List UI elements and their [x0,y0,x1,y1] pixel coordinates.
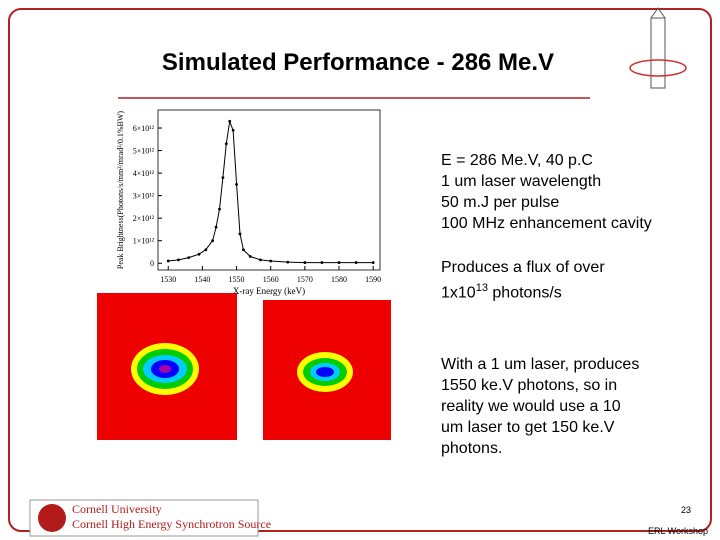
data-point [224,142,228,146]
data-point [231,128,235,132]
data-point [371,261,375,264]
text-line: photons. [441,440,503,457]
x-tick-label: 1570 [297,275,313,284]
flux-exponent: 13 [475,282,488,294]
text-block: Produces a flux of over 1x1013 photons/s [441,257,605,303]
text-line: um laser to get 150 ke.V [441,419,615,436]
text-line: 1 um laser wavelength [441,173,602,190]
data-point [218,207,221,211]
x-tick-label: 1530 [160,275,176,284]
y-tick-label: 6×10¹² [133,124,155,133]
data-point [187,256,191,260]
data-point [286,260,290,264]
data-point [259,258,262,262]
data-point [221,176,225,180]
text-block: With a 1 um laser, produces 1550 ke.V ph… [441,354,639,459]
logo-bottom: Cornell High Energy Synchrotron Source [72,517,271,531]
x-axis-label: X-ray Energy (keV) [233,286,305,296]
text-line: Produces a flux of over [441,259,605,276]
heatmap-left-blob [131,343,199,395]
flux-unit: photons/s [492,284,562,302]
data-point [177,258,180,262]
data-point [248,255,252,258]
data-point [197,252,201,256]
page-number: 23 [681,505,691,515]
x-tick-label: 1550 [229,275,245,284]
data-point [238,232,242,236]
data-point [166,259,170,263]
data-point [228,119,232,123]
text-line: With a 1 um laser, produces [441,356,640,373]
data-point [204,248,208,252]
y-tick-label: 2×10¹² [133,214,155,223]
y-tick-label: 1×10¹² [133,237,155,246]
x-tick-label: 1590 [365,275,381,284]
data-point [214,225,218,229]
text-block: E = 286 Me.V, 40 p.C 1 um laser waveleng… [441,150,652,234]
logo-top: Cornell University [72,502,162,516]
fit-line [168,119,374,264]
y-axis-label: Peak Brightness(Photons/s/mm²/mrad²/0.1%… [116,111,125,269]
x-tick-label: 1540 [194,275,210,284]
tower-logo [629,7,687,89]
slide-border [8,8,712,532]
data-point [235,182,238,186]
y-tick-label: 4×10¹² [133,169,155,178]
data-point [320,261,324,264]
data-point [354,261,358,264]
text-line: 1550 ke.V photons, so in [441,377,618,394]
y-tick-label: 0 [150,259,154,268]
data-point [269,259,273,263]
flux-base: 1x10 [441,284,476,302]
data-point [337,261,341,264]
x-tick-label: 1560 [263,275,279,284]
text-line: reality we would use a 10 [441,398,621,415]
crest [38,504,66,532]
plot-frame [157,109,381,271]
data-point [303,261,307,264]
heatmap-right-blob [297,352,353,392]
text-line: E = 286 Me.V, 40 p.C [441,152,593,169]
slide-title: Simulated Performance - 286 Me.V [162,49,554,76]
y-tick-label: 5×10¹² [133,147,155,156]
text-line: 100 MHz enhancement cavity [441,215,652,232]
event-name: ERL Workshop [648,526,708,536]
y-tick-label: 3×10¹² [133,192,155,201]
text-line: 50 m.J per pulse [441,194,560,211]
x-tick-label: 1580 [331,275,347,284]
data-point [211,239,215,243]
footer-logo-box [29,499,259,537]
text-line: 1x1013 photons/s [441,278,605,303]
data-point [241,248,245,252]
